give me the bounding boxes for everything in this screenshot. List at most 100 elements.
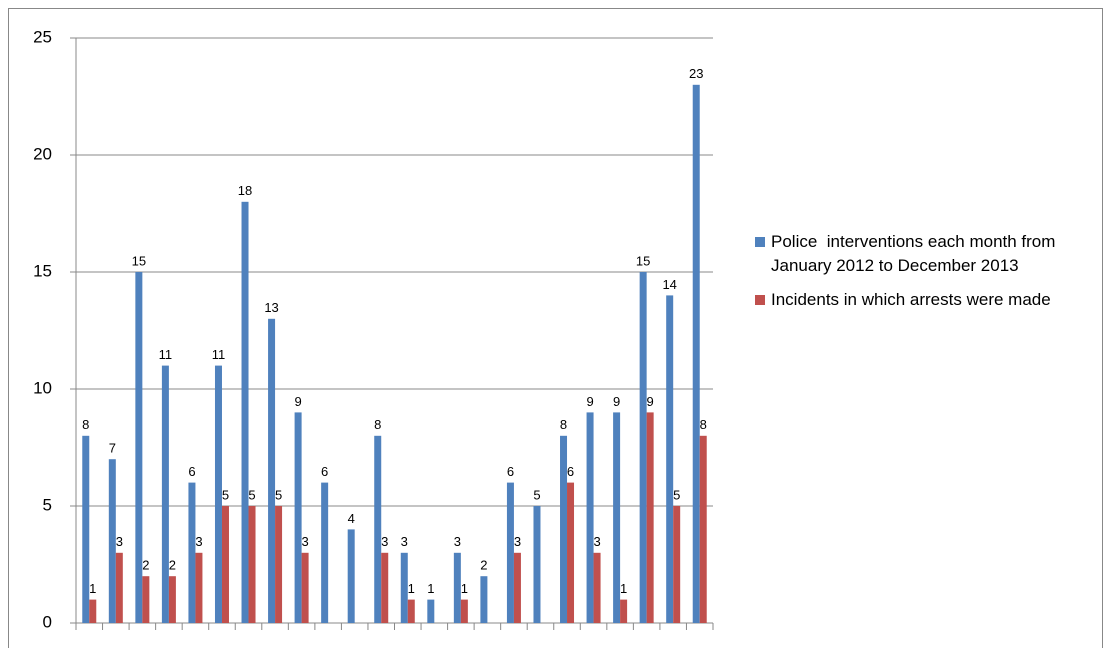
bar: [666, 295, 674, 623]
data-label: 11: [159, 347, 173, 362]
data-label: 2: [169, 558, 176, 573]
data-label: 8: [560, 417, 567, 432]
bar: [427, 599, 435, 623]
data-label: 1: [89, 581, 96, 596]
y-tick-label: 10: [33, 378, 52, 397]
bar: [214, 365, 222, 623]
data-label: 3: [301, 534, 308, 549]
data-label: 3: [116, 534, 123, 549]
bar: [646, 412, 654, 623]
data-label: 9: [647, 394, 654, 409]
bar: [115, 552, 123, 623]
data-label: 2: [142, 558, 149, 573]
bar: [374, 435, 382, 623]
data-label: 8: [82, 417, 89, 432]
y-tick-label: 20: [33, 144, 52, 163]
legend-swatch: [755, 237, 765, 247]
data-label: 1: [620, 581, 627, 596]
bar: [613, 412, 621, 623]
data-label: 23: [689, 66, 703, 81]
data-label: 3: [195, 534, 202, 549]
bar: [135, 272, 143, 623]
bar: [400, 552, 408, 623]
data-label: 2: [480, 558, 487, 573]
bar: [142, 576, 150, 623]
legend-label: Police interventions each month from Jan…: [771, 232, 1065, 275]
data-label: 3: [401, 534, 408, 549]
bar: [268, 318, 276, 623]
bar: [241, 201, 249, 624]
data-label: 8: [700, 417, 707, 432]
bar: [275, 506, 283, 623]
bar: [453, 552, 461, 623]
bar: [161, 365, 169, 623]
data-label: 9: [613, 394, 620, 409]
data-label: 11: [212, 347, 226, 362]
bar: [407, 599, 415, 623]
data-label: 3: [454, 534, 461, 549]
legend-label: Incidents in which arrests were made: [771, 290, 1051, 309]
data-label: 6: [321, 464, 328, 479]
legend-item: Police interventions each month from Jan…: [755, 230, 1075, 278]
data-label: 15: [636, 253, 650, 268]
bar: [639, 272, 647, 623]
data-label: 15: [132, 253, 146, 268]
bar: [593, 552, 601, 623]
bar: [301, 552, 309, 623]
data-label: 6: [507, 464, 514, 479]
bar: [248, 506, 256, 623]
legend: Police interventions each month from Jan…: [755, 230, 1075, 322]
bar: [567, 482, 575, 623]
legend-item: Incidents in which arrests were made: [755, 288, 1075, 312]
y-tick-label: 5: [43, 495, 52, 514]
bar: [506, 482, 514, 623]
y-tick-label: 15: [33, 261, 52, 280]
bar: [321, 482, 329, 623]
data-label: 1: [427, 581, 434, 596]
bar: [294, 412, 302, 623]
data-label: 5: [248, 487, 255, 502]
data-label: 3: [514, 534, 521, 549]
data-label: 1: [408, 581, 415, 596]
bar: [673, 506, 681, 623]
bar: [82, 435, 90, 623]
data-label: 5: [533, 487, 540, 502]
data-label: 6: [188, 464, 195, 479]
data-label: 5: [673, 487, 680, 502]
data-label: 5: [222, 487, 229, 502]
data-label: 14: [662, 277, 676, 292]
data-label: 9: [294, 394, 301, 409]
bar: [533, 506, 541, 623]
bar: [221, 506, 229, 623]
bar: [480, 576, 488, 623]
bar: [699, 435, 707, 623]
data-label: 3: [593, 534, 600, 549]
data-label: 13: [264, 300, 278, 315]
bar: [347, 529, 355, 623]
data-label: 4: [348, 511, 355, 526]
bar: [195, 552, 203, 623]
data-label: 5: [275, 487, 282, 502]
bar: [168, 576, 176, 623]
y-tick-label: 0: [43, 612, 52, 631]
bar: [188, 482, 196, 623]
data-label: 3: [381, 534, 388, 549]
chart-border: [8, 8, 1103, 648]
bar: [89, 599, 97, 623]
bar: [586, 412, 594, 623]
data-label: 1: [461, 581, 468, 596]
bar: [513, 552, 521, 623]
bar: [381, 552, 389, 623]
bar: [560, 435, 568, 623]
bar: [108, 459, 116, 623]
bar: [692, 84, 700, 624]
legend-swatch: [755, 295, 765, 305]
data-label: 18: [238, 183, 252, 198]
data-label: 9: [586, 394, 593, 409]
data-label: 8: [374, 417, 381, 432]
data-label: 6: [567, 464, 574, 479]
y-tick-label: 25: [33, 27, 52, 46]
bar: [620, 599, 628, 623]
